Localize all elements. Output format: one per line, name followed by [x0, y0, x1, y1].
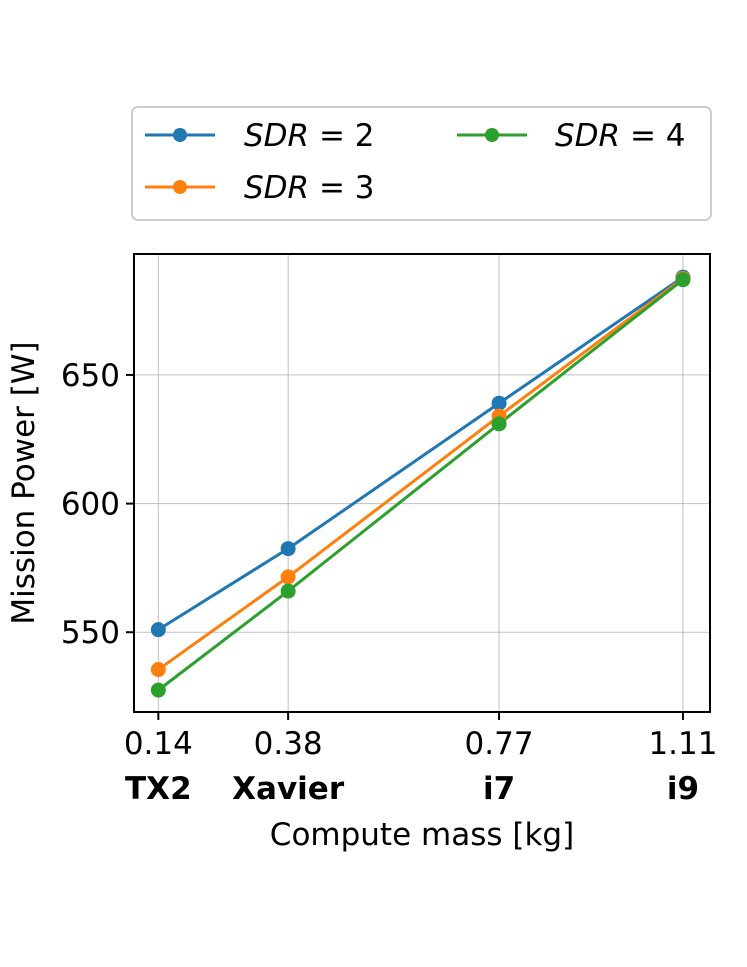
data-point-s2-1: [280, 583, 296, 599]
legend-marker-2: [485, 128, 499, 142]
legend-label-1: SDR = 3: [244, 170, 375, 206]
series-markers: [150, 269, 691, 698]
y-axis-title: Mission Power [W]: [6, 341, 42, 624]
plot-frame: [133, 253, 711, 713]
x-tick-sublabel: TX2: [125, 771, 192, 807]
legend-entry-2: SDR = 4: [457, 118, 686, 154]
y-tick-label: 550: [61, 615, 120, 651]
x-tick-label: 0.38: [254, 726, 323, 762]
data-point-s2-2: [491, 416, 507, 432]
x-tick-label: 0.14: [124, 726, 193, 762]
legend-entry-1: SDR = 3: [145, 170, 375, 206]
legend-entry-0: SDR = 2: [145, 118, 375, 154]
series-line-0: [157, 275, 684, 631]
x-tick-sublabel: i7: [483, 771, 515, 807]
data-point-s1-1: [280, 569, 296, 585]
legend-label-2: SDR = 4: [555, 118, 686, 154]
x-tick-sublabel: i9: [667, 771, 699, 807]
x-tick-label: 0.77: [465, 726, 534, 762]
data-point-s1-0: [150, 662, 166, 678]
data-point-s2-0: [150, 682, 166, 698]
y-axis-ticks: 550 600 650: [61, 358, 134, 651]
y-tick-label: 650: [61, 358, 120, 394]
legend-box: [131, 106, 712, 221]
y-tick-label: 600: [61, 487, 120, 523]
legend: SDR = 2 SDR = 3 SDR = 4: [131, 106, 712, 221]
series-line-2: [157, 278, 684, 692]
series-line-1: [157, 277, 684, 671]
x-tick-sublabel: Xavier: [232, 771, 345, 807]
data-point-s0-0: [150, 622, 166, 638]
plot-area: [133, 253, 711, 713]
legend-label-0: SDR = 2: [244, 118, 375, 154]
data-point-s0-1: [280, 541, 296, 557]
legend-marker-1: [173, 180, 187, 194]
series-lines: [157, 275, 684, 692]
x-axis-ticks: 0.14 TX2 0.38 Xavier 0.77 i7 1.11 i9: [124, 712, 717, 807]
data-point-s2-3: [675, 272, 691, 288]
x-tick-label: 1.11: [648, 726, 717, 762]
x-axis-title: Compute mass [kg]: [270, 817, 574, 853]
data-point-s0-2: [491, 395, 507, 411]
legend-marker-0: [173, 128, 187, 142]
